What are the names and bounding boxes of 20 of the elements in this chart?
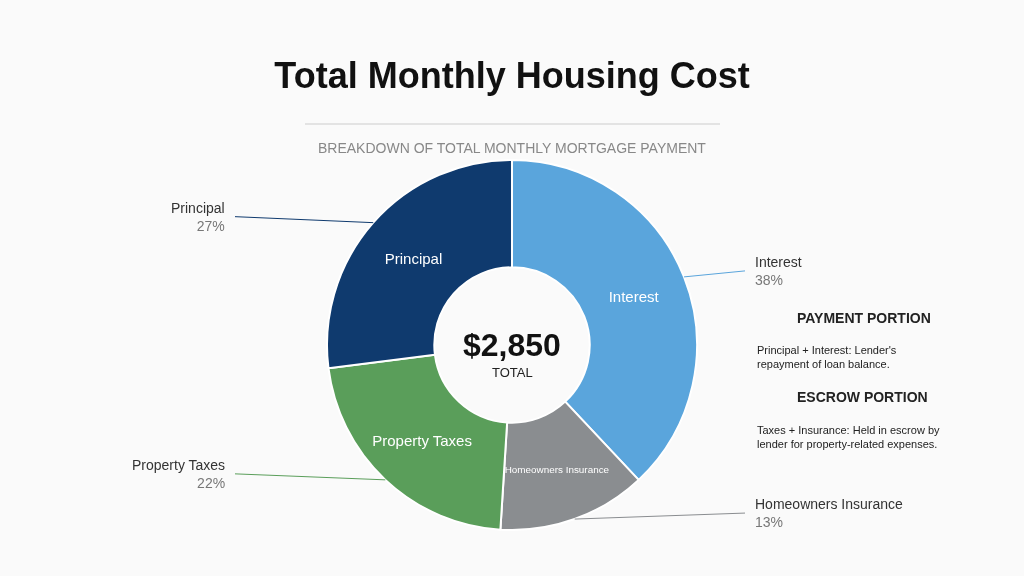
slice-label: Homeowners Insurance [504, 464, 610, 476]
slice-label: Interest [755, 254, 802, 270]
data-label: 22% [197, 475, 226, 492]
text: Principal + Interest: Lender's repayment of loan balance. [757, 344, 897, 371]
text: Taxes + Insurance: Held in escrow by lender for property-related expenses. [757, 424, 940, 451]
chart-subtitle: BREAKDOWN OF TOTAL MONTHLY MORTGAGE PAYMENT [318, 140, 707, 156]
data-label: 38% [755, 272, 784, 289]
text: $2,850 [463, 327, 561, 363]
slice-label: Principal [171, 200, 225, 216]
text: TOTAL [492, 365, 533, 380]
slice-label: Property Taxes [132, 457, 226, 473]
text: PAYMENT PORTION [797, 310, 931, 326]
slice-label: Principal [384, 249, 443, 267]
data-label: 13% [755, 514, 784, 531]
text: ESCROW PORTION [797, 389, 928, 405]
data-label: 27% [196, 218, 225, 235]
chart-title: Total Monthly Housing Cost [274, 54, 750, 96]
slice-label: Homeowners Insurance [755, 496, 904, 512]
slice-label: Property Taxes [372, 432, 472, 450]
slice-label: Interest [608, 288, 660, 306]
